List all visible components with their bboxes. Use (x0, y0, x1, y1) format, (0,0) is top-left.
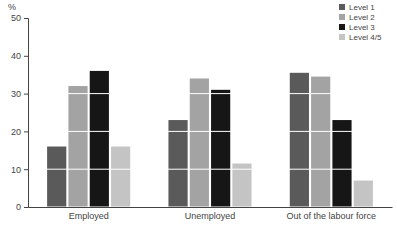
y-tick-label: 20 (11, 127, 21, 137)
legend: Level 1Level 2Level 3Level 4/5 (339, 3, 382, 42)
y-tick: 0 (16, 202, 28, 212)
bar (190, 78, 209, 207)
grid (28, 18, 392, 207)
y-tick: 30 (11, 89, 28, 99)
bar (111, 147, 130, 207)
x-axis: Employed Unemployed Out of the labour forc… (29, 207, 393, 221)
y-tick: 50 (11, 13, 28, 23)
bars (47, 71, 373, 207)
y-tick: 40 (11, 51, 28, 61)
bar (90, 71, 109, 207)
y-tick-label: 40 (11, 51, 21, 61)
grid-line (28, 93, 392, 94)
y-tick-mark (24, 169, 28, 170)
legend-label: Level 3 (349, 23, 375, 32)
y-tick-label: 50 (11, 13, 21, 23)
bar (332, 120, 351, 207)
y-tick: 20 (11, 127, 28, 137)
y-axis-title: % (8, 2, 16, 12)
grid-line (28, 169, 392, 170)
y-tick: 10 (11, 165, 28, 175)
y-axis: 0 10 20 30 40 50 (11, 13, 29, 212)
legend-swatch (339, 24, 345, 30)
bar (47, 147, 66, 207)
chart: 0 10 20 30 40 50 Employed Unemployed Out of the … (0, 0, 397, 227)
y-axis-line (24, 19, 29, 208)
x-tick-label: Out of the labour force (287, 211, 377, 221)
x-tick-label: Unemployed (185, 211, 236, 221)
bar (290, 73, 309, 207)
legend-swatch (339, 4, 345, 10)
grid-line (28, 55, 392, 56)
y-tick-mark (24, 56, 28, 57)
legend-label: Level 1 (349, 3, 375, 12)
bar (232, 164, 251, 207)
x-tick: Unemployed (185, 207, 236, 221)
grid-line (28, 207, 392, 208)
x-tick: Out of the labour force (287, 207, 377, 221)
grid-line (28, 131, 392, 132)
y-tick-mark (24, 131, 28, 132)
y-tick-mark (24, 207, 28, 208)
legend-label: Level 4/5 (349, 33, 382, 42)
x-tick-label: Employed (69, 211, 109, 221)
bar (311, 77, 330, 207)
legend-label: Level 2 (349, 13, 375, 22)
plot: 0 10 20 30 40 50 Employed Unemployed Out of the … (11, 13, 393, 221)
legend-swatch (339, 34, 345, 40)
y-tick-mark (24, 18, 28, 19)
y-tick-mark (24, 94, 28, 95)
y-tick-label: 0 (16, 202, 21, 212)
grid-line (28, 18, 392, 19)
y-tick-label: 10 (11, 165, 21, 175)
legend-swatch (339, 14, 345, 20)
bar (168, 120, 187, 207)
bar (68, 86, 87, 207)
x-axis-line (29, 207, 393, 208)
y-tick-label: 30 (11, 89, 21, 99)
bar (354, 181, 373, 207)
x-tick: Employed (69, 207, 109, 221)
bar (211, 90, 230, 207)
